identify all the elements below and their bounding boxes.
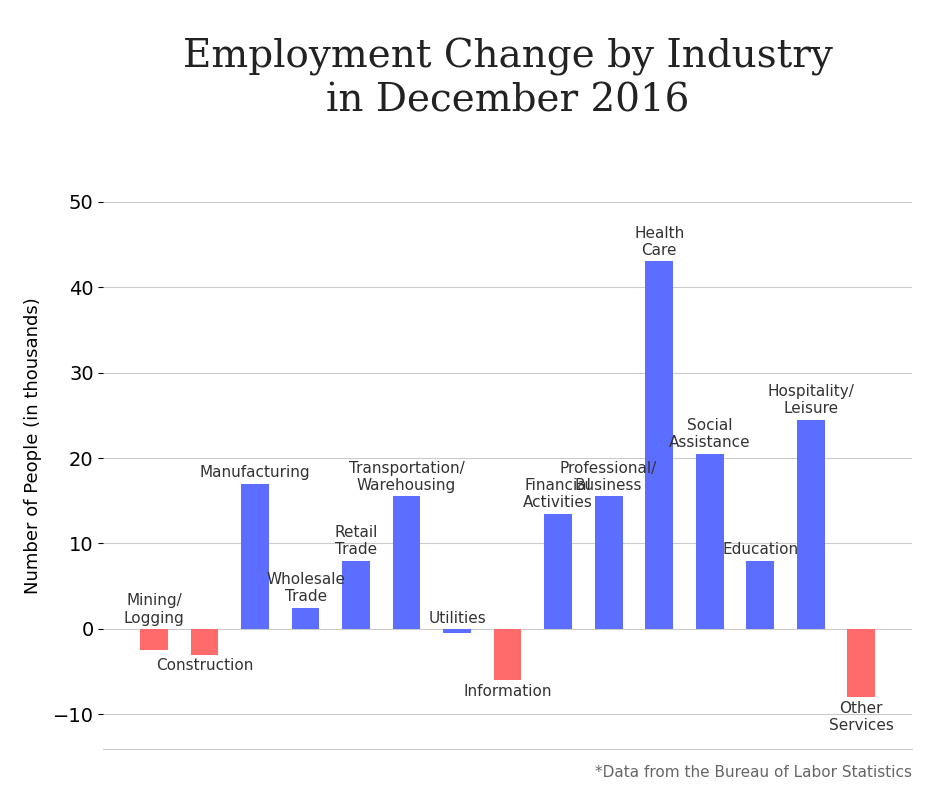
Bar	[342, 560, 370, 629]
Bar	[544, 514, 572, 629]
Bar	[242, 484, 269, 629]
Bar	[746, 560, 774, 629]
Text: Education: Education	[722, 542, 798, 557]
Text: Wholesale
Trade: Wholesale Trade	[266, 572, 345, 604]
Text: Health
Care: Health Care	[634, 225, 684, 258]
Bar	[291, 608, 320, 629]
Bar	[140, 629, 168, 650]
Text: Mining/
Logging: Mining/ Logging	[124, 593, 184, 626]
Bar	[494, 629, 522, 680]
Text: Retail
Trade: Retail Trade	[335, 525, 378, 557]
Bar	[645, 262, 673, 629]
Bar	[847, 629, 875, 697]
Bar	[797, 419, 824, 629]
Text: Construction: Construction	[156, 658, 253, 673]
Text: Manufacturing: Manufacturing	[199, 465, 310, 480]
Text: Other
Services: Other Services	[829, 701, 894, 733]
Y-axis label: Number of People (in thousands): Number of People (in thousands)	[24, 297, 41, 593]
Bar	[191, 629, 218, 655]
Text: Utilities: Utilities	[429, 611, 486, 626]
Text: Hospitality/
Leisure: Hospitality/ Leisure	[767, 384, 854, 416]
Text: Information: Information	[463, 684, 552, 699]
Bar	[443, 629, 471, 634]
Text: Transportation/
Warehousing: Transportation/ Warehousing	[349, 461, 464, 493]
Bar	[696, 454, 724, 629]
Title: Employment Change by Industry
in December 2016: Employment Change by Industry in Decembe…	[182, 39, 833, 119]
Bar	[393, 496, 420, 629]
Text: Social
Assistance: Social Assistance	[669, 418, 750, 451]
Text: Financial
Activities: Financial Activities	[524, 478, 593, 510]
Text: *Data from the Bureau of Labor Statistics: *Data from the Bureau of Labor Statistic…	[595, 765, 912, 780]
Bar	[595, 496, 622, 629]
Text: Professional/
Business: Professional/ Business	[560, 461, 657, 493]
